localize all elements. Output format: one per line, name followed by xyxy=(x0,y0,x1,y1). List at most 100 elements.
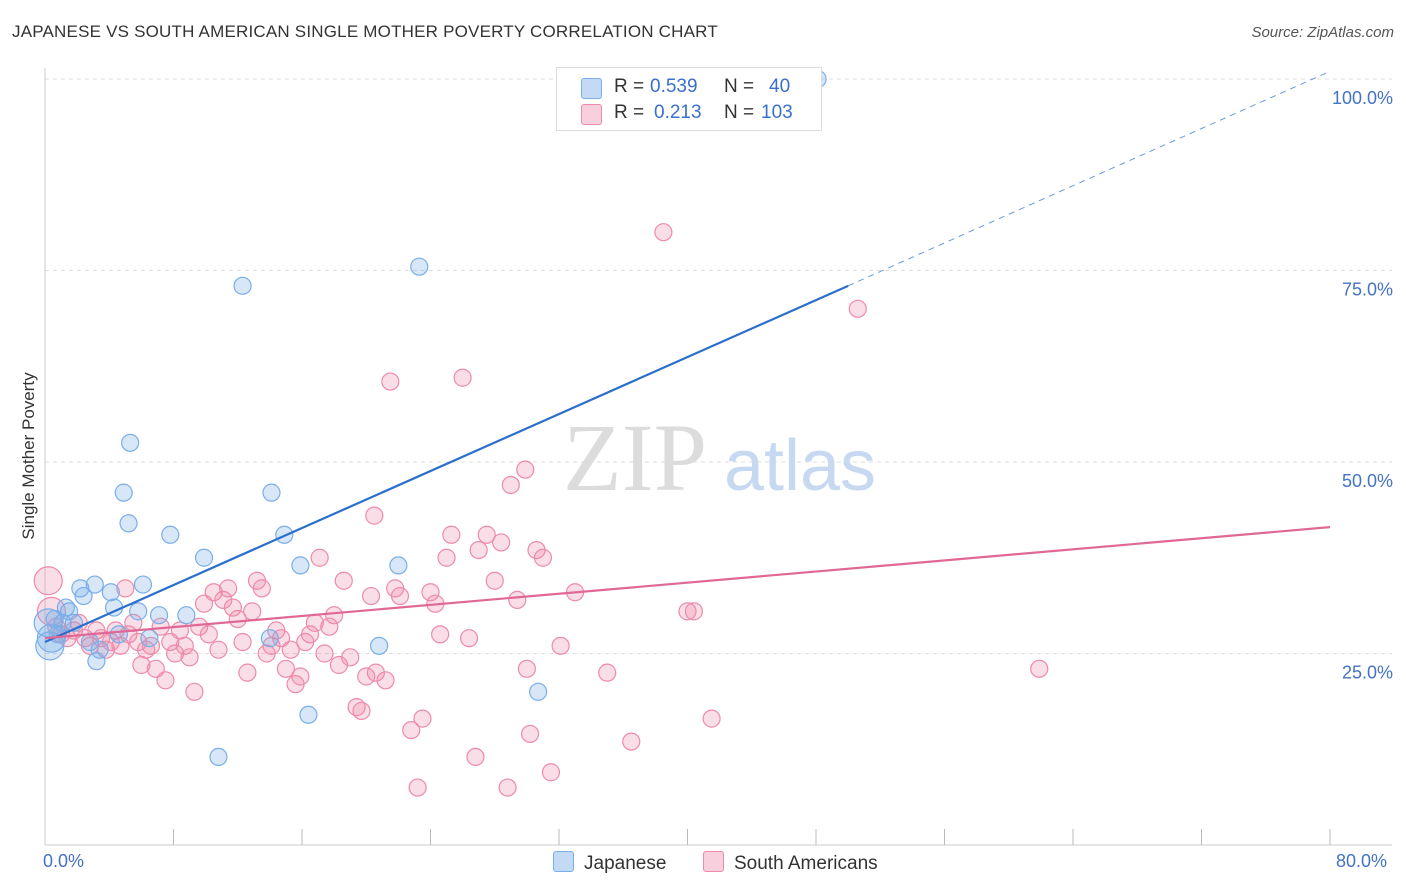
legend-item-japanese: Japanese xyxy=(553,851,666,875)
japanese-point xyxy=(161,525,180,544)
r-value-south-americans: 0.213 xyxy=(654,102,702,123)
south-americans-point xyxy=(517,659,536,678)
source-label: Source: ZipAtlas.com xyxy=(1251,24,1394,41)
japanese-point xyxy=(149,606,169,625)
japanese-point xyxy=(35,631,65,661)
south-americans-point xyxy=(175,636,194,655)
japanese-trend-line xyxy=(44,284,849,644)
watermark-atlas: atlas xyxy=(724,426,876,506)
n-value-south-americans: 103 xyxy=(761,102,793,123)
south-americans-point xyxy=(300,625,320,644)
south-americans-point xyxy=(520,724,540,744)
south-americans-point xyxy=(498,778,517,797)
south-americans-point xyxy=(209,640,228,659)
south-americans-point xyxy=(437,548,456,567)
south-americans-point xyxy=(252,579,271,598)
south-americans-point xyxy=(334,571,353,590)
south-americans-point xyxy=(501,475,520,495)
south-americans-point xyxy=(116,579,135,598)
south-americans-point xyxy=(325,606,344,625)
south-americans-point xyxy=(442,525,461,544)
japanese-point xyxy=(129,602,148,621)
south-americans-point xyxy=(341,648,360,667)
y-tick-labels: 25.0% 50.0% 75.0% 100.0% xyxy=(1332,88,1393,683)
south-americans-point xyxy=(320,617,339,636)
south-americans-point xyxy=(310,548,329,567)
y-tick-label: 100.0% xyxy=(1332,88,1393,108)
south-americans-point xyxy=(1030,659,1049,678)
japanese-point xyxy=(260,629,279,648)
south-americans-point xyxy=(238,663,257,682)
south-americans-point xyxy=(315,644,334,663)
south-americans-point xyxy=(156,671,175,690)
japanese-point xyxy=(177,606,196,625)
south-americans-point xyxy=(233,632,252,652)
y-tick-label: 50.0% xyxy=(1342,471,1393,491)
japanese-point xyxy=(291,556,310,575)
japanese-point xyxy=(209,747,228,767)
japanese-point xyxy=(529,682,548,701)
japanese-point xyxy=(233,276,252,295)
japanese-point xyxy=(133,575,153,594)
south-americans-point xyxy=(291,667,310,686)
south-americans-point xyxy=(243,602,262,621)
south-americans-point xyxy=(431,625,450,644)
south-americans-point xyxy=(223,598,243,617)
japanese-point xyxy=(59,602,79,621)
south-americans-point xyxy=(276,659,296,678)
r-label: R = xyxy=(614,102,645,123)
south-americans-point xyxy=(533,548,553,567)
japanese-point xyxy=(389,556,408,575)
south-americans-point xyxy=(492,533,511,552)
axes xyxy=(44,68,1392,846)
south-americans-point xyxy=(477,525,496,544)
japanese-point xyxy=(114,483,133,502)
japanese-swatch xyxy=(553,851,574,872)
japanese-swatch xyxy=(581,78,602,99)
series-south-americans xyxy=(33,223,1049,797)
south-americans-swatch xyxy=(581,104,602,125)
south-americans-swatch xyxy=(703,851,724,872)
n-value-japanese: 40 xyxy=(769,76,791,97)
south-americans-point xyxy=(459,629,479,648)
south-americans-point xyxy=(376,671,395,690)
japanese-point xyxy=(262,483,281,502)
legend-item-south-americans: South Americans xyxy=(703,851,878,875)
south-americans-point xyxy=(848,299,867,318)
south-americans-point xyxy=(357,667,376,686)
x-tick-label-max: 80.0% xyxy=(1336,851,1388,871)
south-americans-point xyxy=(166,644,185,663)
south-americans-point xyxy=(33,566,63,596)
r-value-japanese: 0.539 xyxy=(650,76,698,97)
south-americans-point xyxy=(466,747,485,767)
south-americans-point xyxy=(485,571,504,590)
south-americans-point xyxy=(469,540,488,560)
gridlines xyxy=(45,78,1392,654)
south-americans-point xyxy=(598,663,617,682)
n-label: N = xyxy=(724,102,755,123)
south-americans-point xyxy=(219,579,238,598)
south-americans-point xyxy=(381,372,400,391)
y-tick-label: 25.0% xyxy=(1342,663,1393,683)
south-americans-point xyxy=(281,640,300,659)
south-americans-point xyxy=(541,763,561,782)
south-americans-point xyxy=(199,625,218,644)
japanese-point xyxy=(101,583,120,602)
south-americans-point xyxy=(421,583,440,602)
japanese-point xyxy=(121,433,140,452)
correlation-legend: R = 0.539 N = 40 R = 0.213 N = 103 xyxy=(556,67,822,131)
south-americans-point xyxy=(408,778,427,797)
japanese-point xyxy=(85,575,104,594)
south-americans-point xyxy=(622,732,641,751)
japanese-trend-extension xyxy=(847,70,1331,287)
n-label: N = xyxy=(724,76,755,97)
japanese-point xyxy=(194,548,214,567)
legend-label-south-americans: South Americans xyxy=(734,853,878,874)
south-americans-point xyxy=(170,621,190,640)
south-americans-point xyxy=(365,506,384,525)
south-americans-point xyxy=(390,586,410,606)
south-americans-point xyxy=(361,586,381,606)
south-americans-point xyxy=(402,720,421,740)
south-americans-point xyxy=(413,709,432,728)
